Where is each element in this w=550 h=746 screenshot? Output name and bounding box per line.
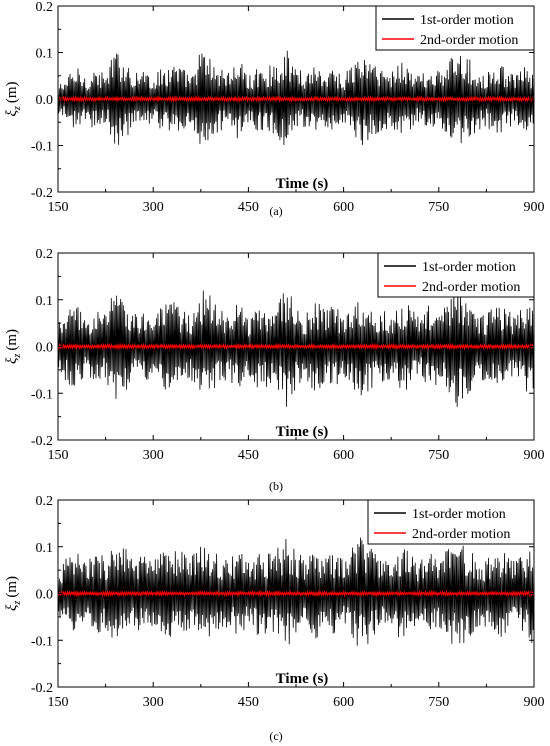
x-tick-label: 150 <box>48 695 69 710</box>
y-axis-unit: (m) <box>4 576 20 598</box>
legend-box <box>377 252 535 298</box>
y-tick-label: 0.0 <box>36 93 54 108</box>
legend-label: 1st-order motion <box>412 507 506 522</box>
x-tick-label: 900 <box>524 448 545 463</box>
legend-label: 1st-order motion <box>422 260 516 275</box>
y-axis-label: ξz (m) <box>4 329 23 364</box>
legend-label: 2nd-order motion <box>422 280 520 295</box>
chart-panel-3: 150 300 450 600 750 900 -0.2 -0.1 0.0 0.1 0.2 Time … <box>4 494 545 743</box>
y-axis-label: ξz (m) <box>4 81 23 116</box>
x-tick-label: 300 <box>143 448 164 463</box>
series-line-first-order <box>57 281 535 407</box>
y-axis-label-text: ξz (m) <box>4 329 23 364</box>
y-axis-label-text: ξz (m) <box>4 81 23 116</box>
y-axis-symbol: ξ <box>4 357 20 364</box>
y-tick-label: 0.2 <box>36 247 54 262</box>
panel-caption: (a) <box>269 204 282 218</box>
x-tick-label: 600 <box>333 695 354 710</box>
x-tick-label: 450 <box>238 448 259 463</box>
y-tick-label: -0.2 <box>31 186 53 201</box>
legend-label: 2nd-order motion <box>412 527 510 542</box>
y-tick-label: 0.2 <box>36 0 54 15</box>
legend-box <box>367 499 535 545</box>
y-tick-label: 0.1 <box>36 294 54 309</box>
x-tick-label: 450 <box>238 200 259 215</box>
x-tick-label: 300 <box>143 695 164 710</box>
panel-caption: (b) <box>269 479 283 493</box>
legend-label: 1st-order motion <box>420 13 514 28</box>
y-tick-label: -0.2 <box>31 681 53 696</box>
y-axis-symbol: ξ <box>4 110 20 117</box>
x-tick-label: 750 <box>428 448 449 463</box>
x-tick-label: 900 <box>524 200 545 215</box>
y-tick-label: -0.1 <box>31 634 53 649</box>
y-tick-label: 0.1 <box>36 47 54 62</box>
series-line-second-order <box>57 589 535 598</box>
legend-label: 2nd-order motion <box>420 33 518 48</box>
x-axis-label: Time (s) <box>276 424 329 440</box>
x-axis-label: Time (s) <box>276 176 329 192</box>
y-tick-label: 0.0 <box>36 341 54 356</box>
series-line-first-order <box>57 537 535 646</box>
y-axis-subscript: z <box>12 106 23 111</box>
y-axis-label-text: ξz (m) <box>4 576 23 611</box>
x-tick-label: 750 <box>428 200 449 215</box>
panel-caption: (c) <box>269 729 282 743</box>
legend-box <box>375 5 535 51</box>
x-tick-label: 300 <box>143 200 164 215</box>
y-axis-label: ξz (m) <box>4 576 23 611</box>
chart-panel-1: 150 300 450 600 750 900 -0.2 -0.1 0.0 0.1 0.2 Time … <box>4 0 545 218</box>
x-tick-label: 750 <box>428 695 449 710</box>
y-axis-subscript: z <box>12 354 23 359</box>
x-tick-label: 450 <box>238 695 259 710</box>
x-tick-label: 150 <box>48 200 69 215</box>
x-tick-label: 600 <box>333 200 354 215</box>
y-tick-label: 0.1 <box>36 541 54 556</box>
y-axis-symbol: ξ <box>4 604 20 611</box>
series-line-first-order <box>57 50 535 145</box>
y-tick-label: 0.0 <box>36 588 54 603</box>
x-tick-label: 900 <box>524 695 545 710</box>
legend: 1st-order motion 2nd-order motion <box>377 252 535 298</box>
legend: 1st-order motion 2nd-order motion <box>375 5 535 51</box>
y-axis-subscript: z <box>12 601 23 606</box>
y-tick-label: -0.2 <box>31 434 53 449</box>
y-tick-label: -0.1 <box>31 140 53 155</box>
series-line-second-order <box>57 95 535 103</box>
y-tick-label: 0.2 <box>36 494 54 509</box>
y-axis-unit: (m) <box>4 81 20 103</box>
y-axis-unit: (m) <box>4 329 20 351</box>
x-tick-label: 600 <box>333 448 354 463</box>
y-tick-label: -0.1 <box>31 387 53 402</box>
legend: 1st-order motion 2nd-order motion <box>367 499 535 545</box>
x-tick-label: 150 <box>48 448 69 463</box>
chart-panel-2: 150 300 450 600 750 900 -0.2 -0.1 0.0 0.1 0.2 Time … <box>4 247 545 493</box>
series-line-second-order <box>57 342 535 351</box>
x-axis-label: Time (s) <box>276 671 329 687</box>
